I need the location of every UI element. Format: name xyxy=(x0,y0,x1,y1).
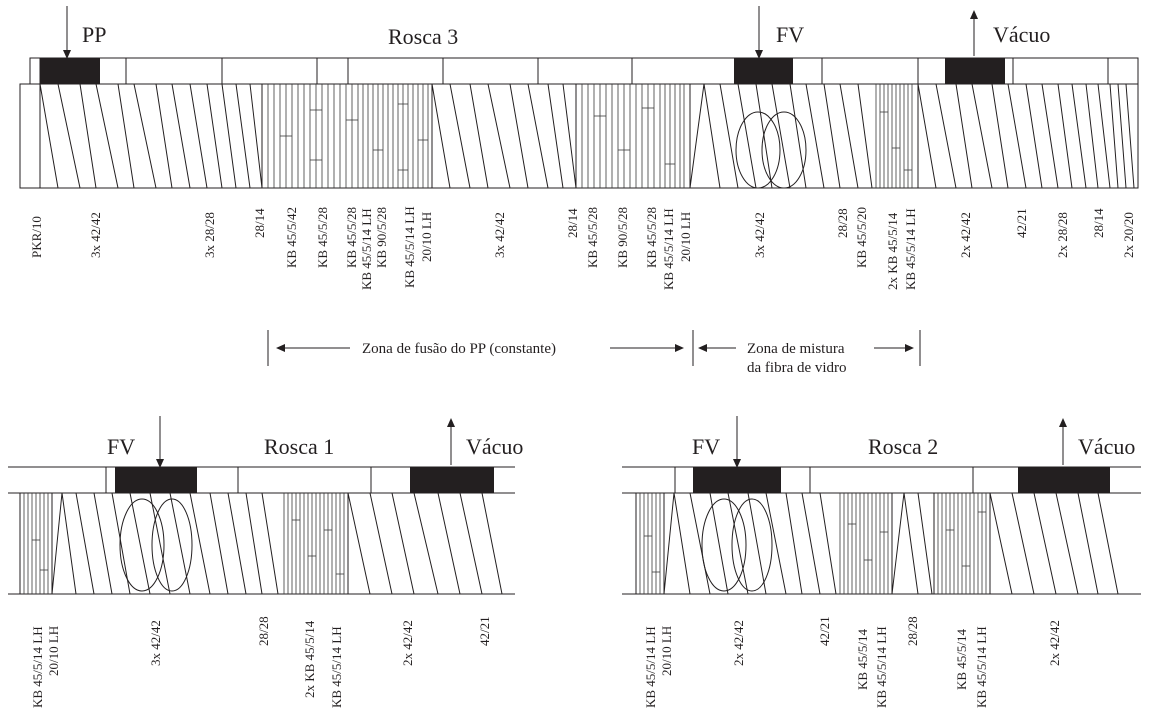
rosca3-zone-mistura: Zona de mistura da fibra de vidro xyxy=(692,330,921,376)
rosca3-feed-block-fv xyxy=(734,58,793,84)
rosca2-title: Rosca 2 xyxy=(868,434,938,459)
element-label: KB 45/5/14 LH xyxy=(402,206,417,288)
rosca1-port-fv: FV xyxy=(107,416,164,468)
rosca2-screw xyxy=(622,492,1141,595)
element-label: PKR/10 xyxy=(29,216,44,258)
element-label: KB 45/5/14 LH xyxy=(874,626,889,708)
zone-mistura-label-line2: da fibra de vidro xyxy=(747,360,847,376)
rosca3-port-fv-label: FV xyxy=(776,22,804,47)
rosca1-port-vacuo-label: Vácuo xyxy=(466,434,523,459)
element-label: KB 90/5/28 xyxy=(615,207,630,268)
rosca2-barrel xyxy=(622,466,1141,494)
element-label: 2x 20/20 xyxy=(1121,212,1136,258)
element-label: 2x 28/28 xyxy=(1055,212,1070,258)
rosca1-feed-block-fv xyxy=(115,467,197,493)
element-label: KB 45/5/14 LH xyxy=(903,208,918,290)
rosca1-port-fv-label: FV xyxy=(107,434,135,459)
element-label: 2x 42/42 xyxy=(731,620,746,666)
element-label: 2x 42/42 xyxy=(400,620,415,666)
rosca3-feed-block-pp xyxy=(40,58,100,84)
element-label: KB 45/5/20 xyxy=(854,207,869,268)
element-label: 3x 42/42 xyxy=(492,212,507,258)
element-label: 2x KB 45/5/14 xyxy=(885,212,900,290)
rosca2-port-fv-label: FV xyxy=(692,434,720,459)
element-label: 28/28 xyxy=(905,616,920,646)
element-label: KB 45/5/14 LH xyxy=(30,626,45,708)
rosca1-element-labels: KB 45/5/14 LH 20/10 LH 3x 42/42 28/28 2x… xyxy=(30,616,492,708)
element-label: 28/28 xyxy=(835,208,850,238)
rosca1-vent-block xyxy=(410,467,494,493)
rosca3-title: Rosca 3 xyxy=(388,24,458,49)
rosca3-port-fv: FV xyxy=(755,6,804,59)
element-label: 3x 42/42 xyxy=(148,620,163,666)
element-label: 20/10 LH xyxy=(678,212,693,262)
element-label: 2x 42/42 xyxy=(1047,620,1062,666)
element-label: 28/14 xyxy=(252,208,267,238)
rosca1-barrel xyxy=(8,466,515,494)
rosca2-diagram: FV Rosca 2 Vácuo xyxy=(622,416,1141,708)
element-label: 3x 28/28 xyxy=(202,212,217,258)
element-label: KB 45/5/28 xyxy=(644,207,659,268)
rosca3-element-labels: PKR/10 3x 42/42 3x 28/28 28/14 KB 45/5/4… xyxy=(29,206,1136,290)
rosca3-port-pp-label: PP xyxy=(82,22,106,47)
element-label: 20/10 LH xyxy=(659,626,674,676)
rosca1-port-vacuo: Vácuo xyxy=(447,418,523,465)
element-label: 20/10 LH xyxy=(419,212,434,262)
rosca3-barrel xyxy=(29,57,1139,85)
element-label: KB 45/5/14 LH xyxy=(359,208,374,290)
element-label: KB 45/5/14 LH xyxy=(974,626,989,708)
element-label: KB 45/5/28 xyxy=(585,207,600,268)
rosca2-vent-block xyxy=(1018,467,1110,493)
element-label: 3x 42/42 xyxy=(88,212,103,258)
element-label: 28/14 xyxy=(565,208,580,238)
rosca3-port-vacuo-label: Vácuo xyxy=(993,22,1050,47)
element-label: 3x 42/42 xyxy=(752,212,767,258)
rosca2-port-vacuo-label: Vácuo xyxy=(1078,434,1135,459)
rosca3-screw xyxy=(19,83,1139,189)
element-label: KB 45/5/28 xyxy=(315,207,330,268)
element-label: KB 45/5/14 xyxy=(954,628,969,690)
rosca3-vent-block xyxy=(945,58,1005,84)
rosca3-diagram: PP Rosca 3 FV Vácuo xyxy=(19,6,1139,376)
element-label: 28/14 xyxy=(1091,208,1106,238)
rosca1-title: Rosca 1 xyxy=(264,434,334,459)
rosca2-feed-block-fv xyxy=(693,467,781,493)
element-label: 42/21 xyxy=(817,616,832,646)
element-label: 28/28 xyxy=(256,616,271,646)
rosca3-zone-fusao: Zona de fusão do PP (constante) xyxy=(267,330,684,366)
element-label: KB 90/5/28 xyxy=(374,207,389,268)
zone-mistura-label: Zona de mistura xyxy=(747,341,845,357)
rosca2-port-vacuo: Vácuo xyxy=(1059,418,1135,465)
rosca1-diagram: FV Rosca 1 Vácuo KB xyxy=(8,416,523,708)
element-label: 2x 42/42 xyxy=(958,212,973,258)
element-label: KB 45/5/14 LH xyxy=(643,626,658,708)
element-label: 2x KB 45/5/14 xyxy=(302,620,317,698)
element-label: 42/21 xyxy=(1014,208,1029,238)
element-label: KB 45/5/14 LH xyxy=(329,626,344,708)
rosca2-port-fv: FV xyxy=(692,416,741,468)
rosca3-port-pp: PP xyxy=(63,6,106,59)
rosca1-screw xyxy=(8,492,515,595)
element-label: KB 45/5/42 xyxy=(284,207,299,268)
zone-fusao-label: Zona de fusão do PP (constante) xyxy=(362,341,556,357)
rosca2-element-labels: KB 45/5/14 LH 20/10 LH 2x 42/42 42/21 KB… xyxy=(643,616,1062,708)
element-label: 42/21 xyxy=(477,616,492,646)
element-label: KB 45/5/14 xyxy=(855,628,870,690)
rosca3-port-vacuo: Vácuo xyxy=(970,10,1050,56)
element-label: KB 45/5/14 LH xyxy=(661,208,676,290)
element-label: KB 45/5/28 xyxy=(344,207,359,268)
element-label: 20/10 LH xyxy=(46,626,61,676)
